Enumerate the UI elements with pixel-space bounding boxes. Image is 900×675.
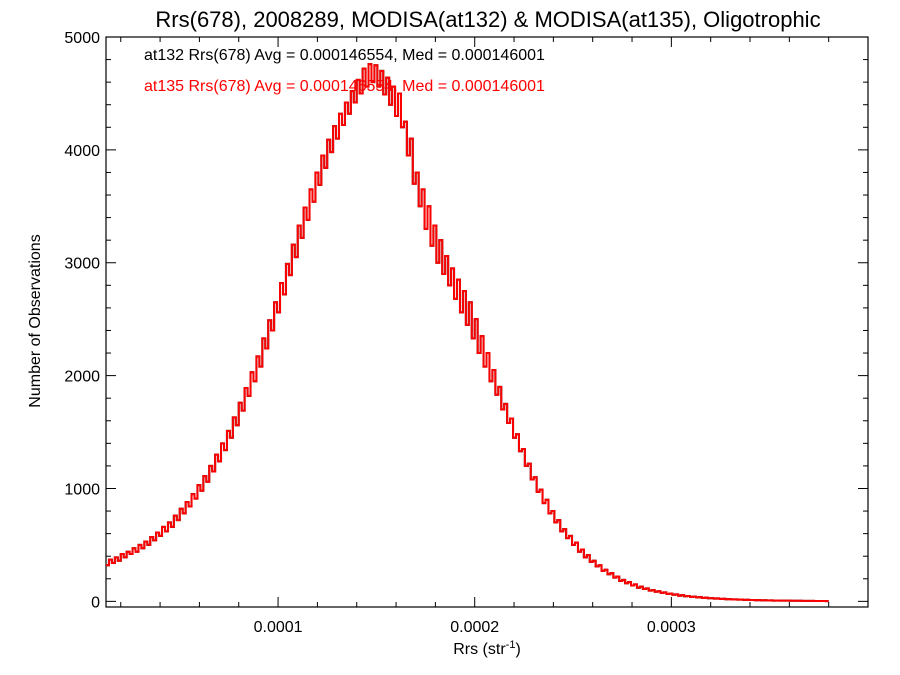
y-tick-label: 0	[91, 594, 100, 611]
y-tick-label: 2000	[64, 369, 100, 386]
legend-at135: at135 Rrs(678) Avg = 0.000146554, Med = …	[144, 78, 545, 95]
x-axis: 0.0001 0.0002 0.0003	[120, 37, 830, 636]
x-tick-label: 0.0001	[254, 619, 303, 636]
chart-title: Rrs(678), 2008289, MODISA(at132) & MODIS…	[155, 7, 820, 32]
series-at135-line	[106, 63, 829, 603]
y-tick-label: 4000	[64, 143, 100, 160]
y-tick-label: 1000	[64, 481, 100, 498]
plot-frame	[105, 36, 869, 608]
legend-at132: at132 Rrs(678) Avg = 0.000146554, Med = …	[144, 47, 545, 64]
y-tick-label: 3000	[64, 256, 100, 273]
y-axis-label: Number of Observations	[27, 234, 44, 407]
x-tick-label: 0.0003	[647, 619, 696, 636]
y-axis: 0 1000 2000 3000 4000 5000	[64, 30, 868, 611]
x-tick-label: 0.0002	[450, 619, 499, 636]
series-layer	[106, 63, 829, 603]
series-at132-line	[106, 63, 829, 603]
x-axis-label: Rrs (str-1)	[453, 639, 521, 658]
y-tick-label: 5000	[64, 30, 100, 47]
